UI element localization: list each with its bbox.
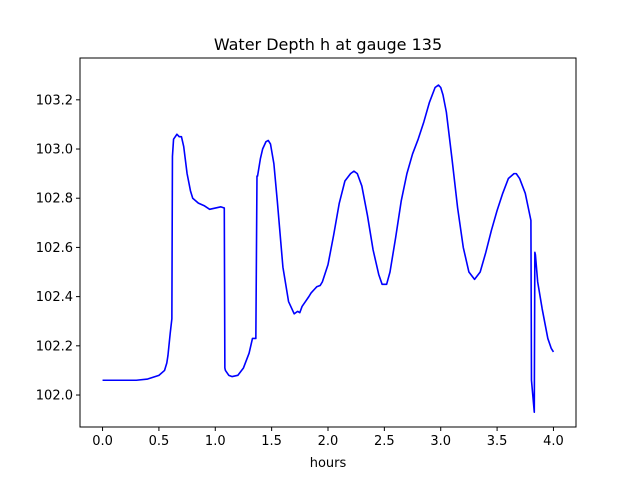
plot-area bbox=[102, 84, 555, 414]
y-axis-ticks: 102.0 102.2 102.4 102.6 102.8 103.0 103.2 bbox=[36, 93, 80, 404]
x-tick-label: 3.5 bbox=[487, 434, 508, 449]
axes-frame bbox=[79, 57, 577, 428]
y-tick-label: 102.2 bbox=[36, 339, 73, 354]
x-tick-label: 2.5 bbox=[374, 434, 395, 449]
x-axis-label: hours bbox=[310, 456, 347, 471]
x-tick-label: 3.0 bbox=[430, 434, 451, 449]
y-tick-label: 103.0 bbox=[36, 143, 73, 158]
y-tick-label: 102.4 bbox=[36, 290, 73, 305]
series-line-0 bbox=[102, 84, 555, 414]
x-tick-label: 0.5 bbox=[149, 434, 170, 449]
x-tick-label: 2.0 bbox=[318, 434, 339, 449]
chart-title: Water Depth h at gauge 135 bbox=[214, 35, 442, 54]
y-tick-label: 103.2 bbox=[36, 93, 73, 108]
x-tick-label: 1.5 bbox=[261, 434, 282, 449]
x-tick-label: 0.0 bbox=[92, 434, 113, 449]
y-tick-label: 102.0 bbox=[36, 389, 73, 404]
y-tick-label: 102.6 bbox=[36, 241, 73, 256]
x-tick-label: 4.0 bbox=[543, 434, 564, 449]
x-tick-label: 1.0 bbox=[205, 434, 226, 449]
x-axis-ticks: 0.0 0.5 1.0 1.5 2.0 2.5 3.0 3.5 4.0 bbox=[92, 427, 564, 449]
y-tick-label: 102.8 bbox=[36, 192, 73, 207]
